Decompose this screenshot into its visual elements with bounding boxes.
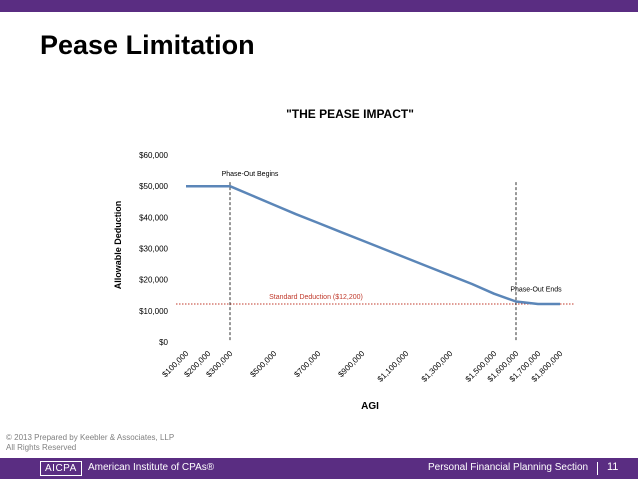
aicpa-logo: AICPA [40,461,82,476]
y-tick-label: $0 [159,338,168,347]
x-tick-label: $1,300,000 [420,349,455,384]
copyright-line-1: © 2013 Prepared by Keebler & Associates,… [6,433,175,442]
y-tick-label: $20,000 [139,276,168,285]
top-accent-bar [0,0,638,12]
y-axis-label: Allowable Deduction [113,201,123,290]
reference-lines: Standard Deduction ($12,200) Phase-Out Be… [176,171,574,342]
y-tick-labels: $0 $10,000 $20,000 $30,000 $40,000 $50,000 $60… [139,151,168,347]
x-axis-label: AGI [361,401,379,412]
footer-organization: American Institute of CPAs® [88,462,215,473]
x-tick-labels: $100,000$200,000$300,000 $500,000 $700,000… [160,349,564,384]
x-tick-label: $1,100,000 [376,349,411,384]
copyright-notice: © 2013 Prepared by Keebler & Associates,… [6,433,174,453]
x-tick-label: $700,000 [292,349,322,379]
y-tick-label: $40,000 [139,213,168,222]
page-number: 11 [607,461,619,473]
chart-title: "THE PEASE IMPACT" [286,107,414,121]
x-tick-label: $500,000 [248,349,278,379]
phase-out-begins-label: Phase-Out Begins [222,171,279,178]
x-tick-label: $900,000 [336,349,366,379]
phase-out-ends-label: Phase-Out Ends [510,286,562,293]
y-tick-label: $10,000 [139,307,168,316]
footer-divider [597,462,598,475]
y-tick-label: $30,000 [139,245,168,254]
allowable-deduction-line [186,184,560,306]
footer-section: Personal Financial Planning Section [428,462,589,473]
y-tick-label: $60,000 [139,151,168,160]
standard-deduction-label: Standard Deduction ($12,200) [269,294,363,301]
slide-title: Pease Limitation [40,30,255,60]
footer-bar [0,458,638,479]
copyright-line-2: All Rights Reserved [6,443,77,452]
y-tick-label: $50,000 [139,182,168,191]
series-group [186,184,560,306]
